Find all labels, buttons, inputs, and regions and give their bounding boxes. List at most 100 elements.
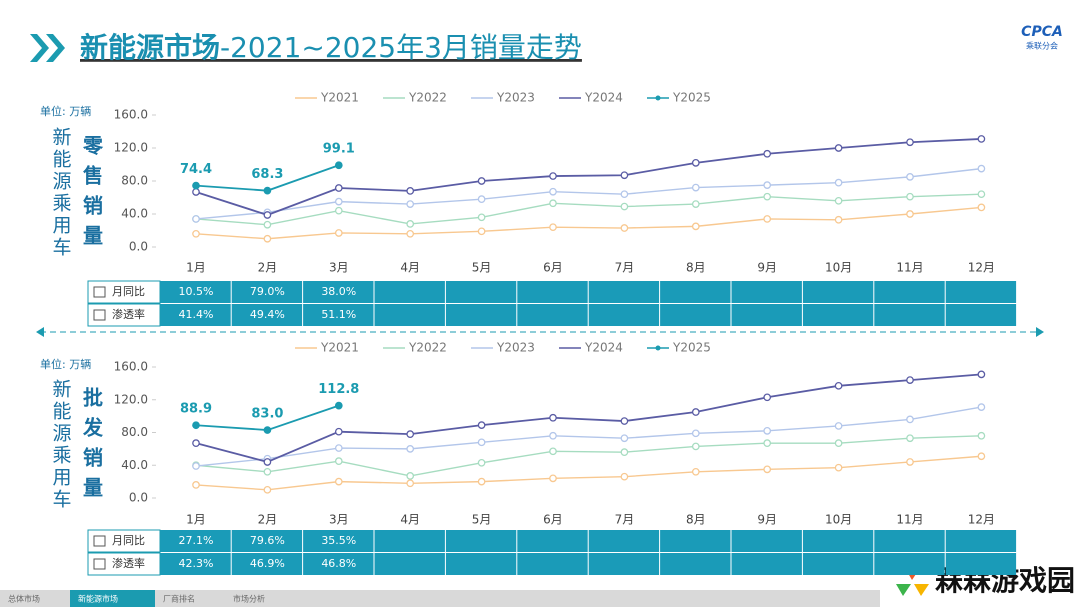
x-tick-label: 5月 [472,513,492,527]
series-line [195,206,982,240]
x-tick-label: 11月 [896,261,923,275]
data-point [192,215,200,223]
side-label: 新能源乘用车 [50,379,72,511]
data-label: 83.0 [251,407,283,422]
data-point [691,183,700,192]
data-point [906,458,914,466]
data-point [977,203,986,212]
data-point [334,161,343,170]
table-cell [160,281,231,303]
table-value: 51.1% [321,308,356,321]
data-point [406,430,415,438]
table-cell [874,304,945,326]
data-point [977,135,986,143]
y-tick-label: 40.0 [121,458,148,472]
data-point [192,421,200,430]
table-cell [802,553,874,575]
data-point [763,427,772,435]
data-point [691,429,700,438]
data-point [549,447,557,456]
legend-label: Y2025 [672,91,711,105]
data-point [477,438,486,447]
table-cell [945,530,1017,552]
table-cell [445,281,517,303]
data-point [763,181,772,189]
data-point [477,177,486,185]
wm-icon [914,584,929,596]
table-cell [374,281,445,303]
data-point [334,457,343,466]
data-label: 74.4 [180,162,212,177]
data-point [549,413,557,422]
data-point [834,144,843,152]
logo: CPCA [1021,24,1063,40]
data-point [977,431,986,440]
data-point [334,184,343,192]
table-value: 79.0% [250,285,285,298]
data-point [620,417,629,425]
row-label-cell [87,552,161,576]
y-tick-label: 120.0 [114,392,148,406]
data-point [549,172,557,180]
table-cell [731,304,802,326]
data-point [334,197,343,206]
data-point [406,200,415,208]
x-tick-label: 10月 [825,261,852,275]
table-cell [231,530,303,552]
table-cell [588,530,660,552]
data-label: 68.3 [251,167,283,182]
nav-tab-active [70,590,155,607]
x-tick-label: 12月 [968,261,995,275]
data-point [906,173,914,181]
data-point [620,224,629,232]
nav-tab: 总体市场 [8,594,40,604]
x-tick-label: 10月 [825,513,852,527]
data-point [691,467,700,476]
legend-label: Y2023 [496,91,535,105]
legend-label: Y2023 [496,341,535,355]
data-point [834,439,843,447]
row-label-cell [87,529,161,553]
row-icon [93,535,106,547]
table-cell [160,530,231,552]
row-label-cell [87,280,161,304]
x-tick-label: 7月 [615,261,635,275]
table-cell [945,553,1017,575]
table-cell [802,304,874,326]
data-point [477,227,486,236]
table-cell [517,553,588,575]
x-tick-label: 4月 [400,513,420,527]
table-cell [160,553,231,575]
x-tick-label: 9月 [757,513,777,527]
row-label: 渗透率 [112,556,145,570]
table-value: 27.1% [179,534,214,547]
table-cell [588,553,660,575]
wm-icon [896,584,911,596]
series-line [195,455,982,491]
data-point [334,229,343,237]
data-point [549,431,557,440]
table-cell [731,281,802,303]
data-point [549,223,557,232]
table-cell [945,281,1017,303]
data-point [977,164,986,173]
table-cell [731,530,802,552]
data-point [763,393,772,402]
y-tick-label: 120.0 [114,141,148,155]
table-cell [445,530,517,552]
y-tick-label: 0.0 [129,240,148,254]
y-tick-label: 80.0 [121,174,148,188]
table-cell [517,530,588,552]
y-tick-label: 80.0 [121,425,148,439]
x-tick-label: 11月 [896,513,923,527]
data-point [691,408,700,416]
x-tick-label: 3月 [329,513,349,527]
data-point [549,187,557,196]
data-point [477,213,486,222]
x-tick-label: 1月 [186,513,206,527]
x-tick-label: 3月 [329,261,349,275]
data-point [477,195,486,203]
table-cell [874,553,945,575]
data-point [906,434,914,443]
